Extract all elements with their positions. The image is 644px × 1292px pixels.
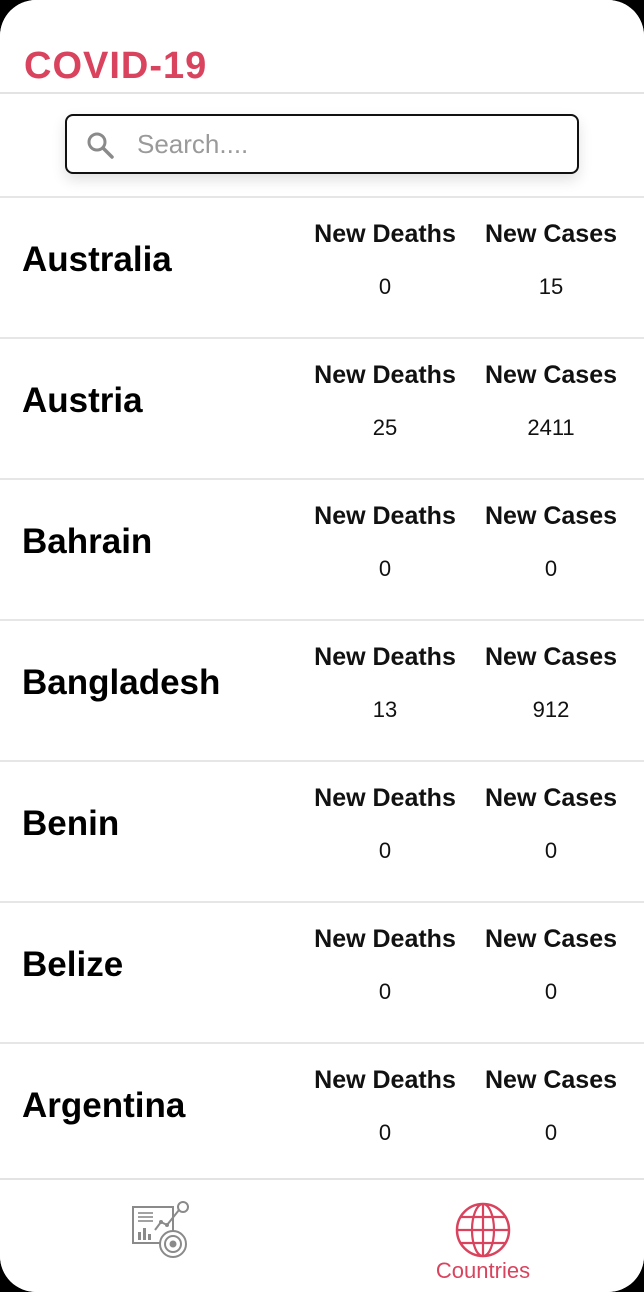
tab-countries[interactable]: Countries bbox=[322, 1180, 644, 1292]
new-deaths-value: 13 bbox=[372, 697, 398, 722]
tab-countries-label: Countries bbox=[435, 1258, 531, 1283]
search-box[interactable] bbox=[65, 114, 579, 174]
new-deaths-value: 0 bbox=[378, 274, 392, 299]
new-cases-label: New Cases bbox=[484, 1066, 618, 1094]
new-cases-label: New Cases bbox=[484, 784, 618, 812]
new-deaths-stat: New Deaths 0 bbox=[305, 780, 465, 864]
bottom-tab-bar: Countries bbox=[0, 1178, 644, 1292]
stats-chart-icon bbox=[132, 1201, 189, 1258]
new-deaths-stat: New Deaths 0 bbox=[305, 921, 465, 1005]
new-deaths-stat: New Deaths 25 bbox=[305, 357, 465, 441]
new-cases-value: 0 bbox=[544, 556, 558, 581]
new-deaths-label: New Deaths bbox=[314, 361, 456, 389]
tab-stats[interactable] bbox=[0, 1180, 322, 1292]
new-cases-stat: New Cases 0 bbox=[471, 498, 631, 582]
country-row-austria[interactable]: Austria New Deaths 25 New Cases 2411 bbox=[0, 337, 644, 478]
new-deaths-value: 0 bbox=[378, 1120, 392, 1145]
new-deaths-label: New Deaths bbox=[314, 502, 456, 530]
new-deaths-label: New Deaths bbox=[314, 784, 456, 812]
new-cases-value: 0 bbox=[544, 1120, 558, 1145]
new-cases-stat: New Cases 0 bbox=[471, 780, 631, 864]
new-cases-value: 0 bbox=[544, 838, 558, 863]
new-deaths-value: 0 bbox=[378, 556, 392, 581]
new-cases-value: 912 bbox=[532, 697, 570, 722]
app-title: COVID-19 bbox=[24, 45, 208, 87]
new-cases-value: 0 bbox=[544, 979, 558, 1004]
country-name: Argentina bbox=[22, 1086, 186, 1125]
country-row-benin[interactable]: Benin New Deaths 0 New Cases 0 bbox=[0, 760, 644, 901]
new-deaths-value: 25 bbox=[372, 415, 398, 440]
country-name: Belize bbox=[22, 945, 124, 984]
new-deaths-stat: New Deaths 0 bbox=[305, 1062, 465, 1146]
new-cases-label: New Cases bbox=[484, 220, 618, 248]
new-cases-value: 15 bbox=[538, 274, 564, 299]
new-cases-stat: New Cases 0 bbox=[471, 1062, 631, 1146]
new-deaths-stat: New Deaths 0 bbox=[305, 216, 465, 300]
app-header: COVID-19 bbox=[0, 0, 644, 94]
country-name: Benin bbox=[22, 804, 120, 843]
search-icon bbox=[87, 132, 114, 159]
new-deaths-label: New Deaths bbox=[314, 1066, 456, 1094]
new-deaths-value: 0 bbox=[378, 979, 392, 1004]
country-row-argentina[interactable]: Argentina New Deaths 0 New Cases 0 bbox=[0, 1042, 644, 1178]
country-row-bahrain[interactable]: Bahrain New Deaths 0 New Cases 0 bbox=[0, 478, 644, 619]
country-row-australia[interactable]: Australia New Deaths 0 New Cases 15 bbox=[0, 196, 644, 337]
search-area bbox=[0, 94, 644, 196]
new-deaths-label: New Deaths bbox=[314, 220, 456, 248]
new-deaths-stat: New Deaths 0 bbox=[305, 498, 465, 582]
search-input[interactable] bbox=[137, 124, 557, 164]
globe-icon bbox=[455, 1202, 511, 1258]
new-cases-label: New Cases bbox=[484, 502, 618, 530]
country-list: Australia New Deaths 0 New Cases 15 Aust… bbox=[0, 196, 644, 1178]
country-name: Bangladesh bbox=[22, 663, 221, 702]
new-cases-stat: New Cases 2411 bbox=[471, 357, 631, 441]
new-deaths-value: 0 bbox=[378, 838, 392, 863]
new-deaths-label: New Deaths bbox=[314, 643, 456, 671]
new-cases-stat: New Cases 0 bbox=[471, 921, 631, 1005]
new-cases-stat: New Cases 15 bbox=[471, 216, 631, 300]
country-name: Bahrain bbox=[22, 522, 153, 561]
new-cases-stat: New Cases 912 bbox=[471, 639, 631, 723]
new-cases-label: New Cases bbox=[484, 925, 618, 953]
country-row-bangladesh[interactable]: Bangladesh New Deaths 13 New Cases 912 bbox=[0, 619, 644, 760]
new-cases-value: 2411 bbox=[527, 415, 575, 440]
new-deaths-stat: New Deaths 13 bbox=[305, 639, 465, 723]
country-name: Australia bbox=[22, 240, 172, 279]
new-deaths-label: New Deaths bbox=[314, 925, 456, 953]
new-cases-label: New Cases bbox=[484, 361, 618, 389]
country-row-belize[interactable]: Belize New Deaths 0 New Cases 0 bbox=[0, 901, 644, 1042]
new-cases-label: New Cases bbox=[484, 643, 618, 671]
country-name: Austria bbox=[22, 381, 143, 420]
